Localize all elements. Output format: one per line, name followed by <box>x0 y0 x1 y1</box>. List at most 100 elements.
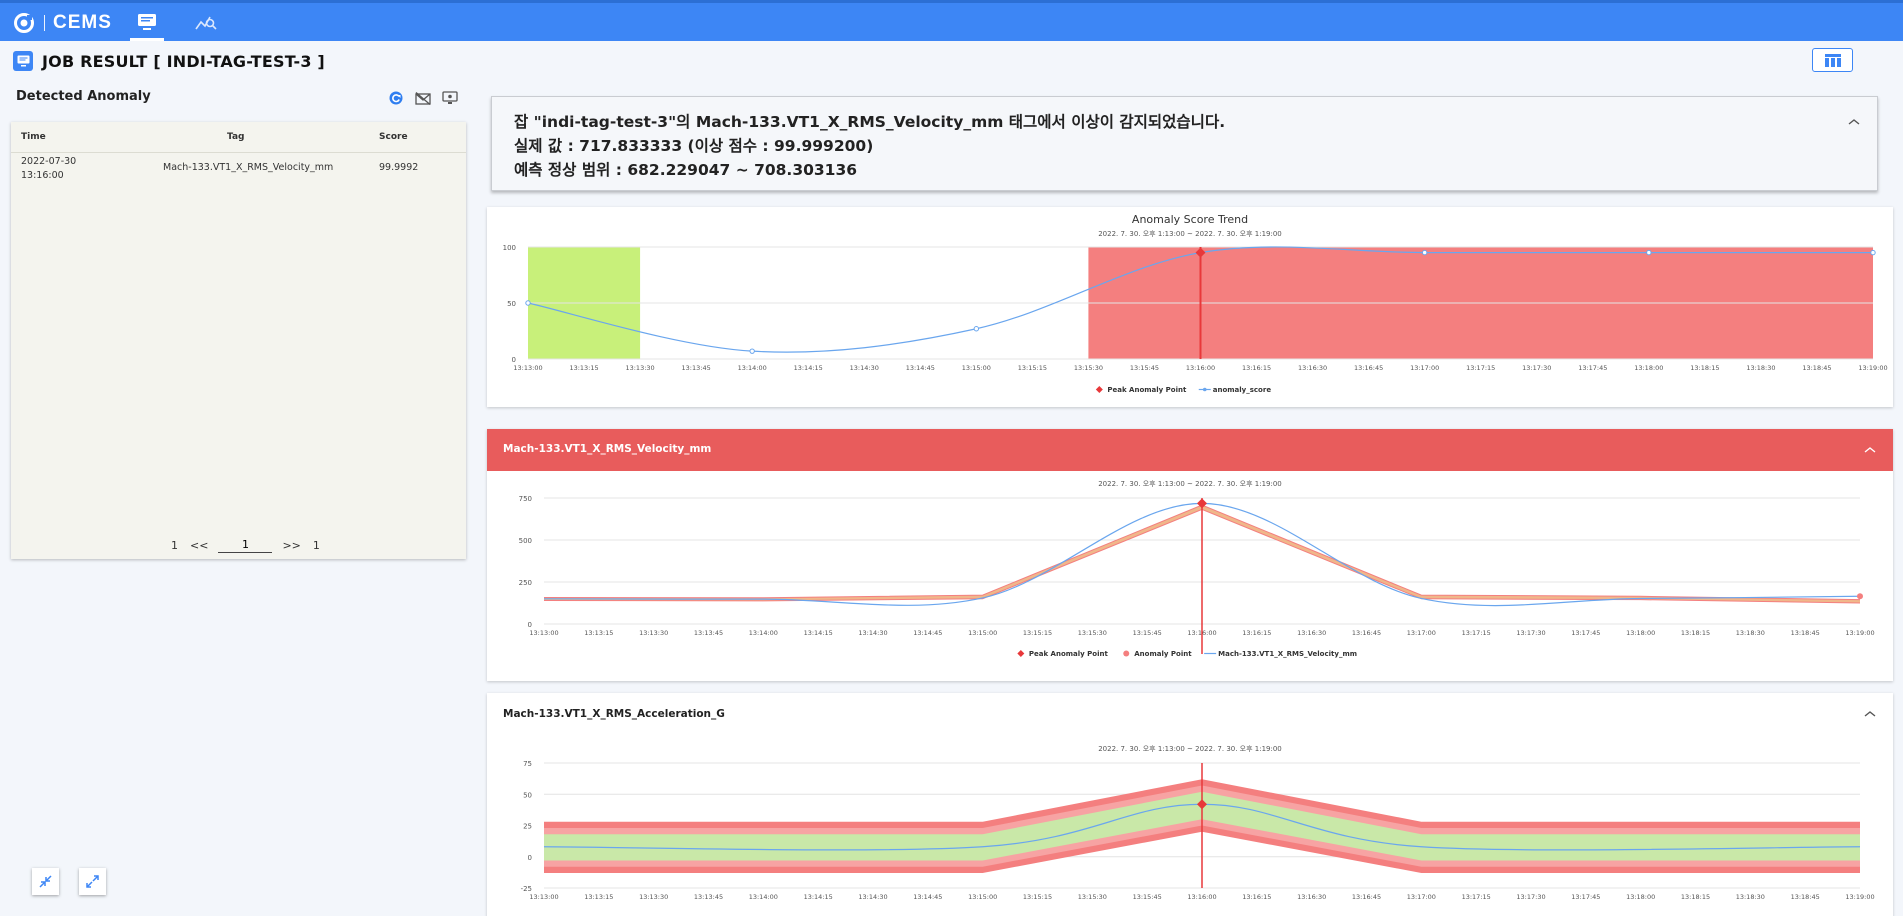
y-tick-label: -25 <box>521 885 532 893</box>
anomaly-point <box>1857 593 1863 600</box>
x-tick-label: 13:15:45 <box>1130 364 1159 372</box>
x-tick-label: 13:15:15 <box>1023 629 1052 637</box>
x-tick-label: 13:15:30 <box>1078 629 1107 637</box>
chevron-up-icon[interactable] <box>1863 709 1877 719</box>
x-tick-label: 13:18:15 <box>1681 893 1710 901</box>
app-logo[interactable]: CEMS <box>14 11 112 35</box>
score-chart-card: Anomaly Score Trend 2022. 7. 30. 오후 1:13:… <box>487 207 1893 407</box>
layout-toggle-button[interactable] <box>1812 48 1853 72</box>
expand-button[interactable] <box>79 868 106 895</box>
acceleration-chart-card: Mach-133.VT1_X_RMS_Acceleration_G 2022. … <box>487 693 1893 916</box>
column-header-time[interactable]: Time <box>21 132 46 142</box>
x-tick-label: 13:15:15 <box>1023 893 1052 901</box>
acceleration-chart-header[interactable]: Mach-133.VT1_X_RMS_Acceleration_G <box>487 693 1893 735</box>
legend-label: Mach-133.VT1_X_RMS_Velocity_mm <box>1218 650 1357 658</box>
x-tick-label: 13:13:45 <box>694 893 723 901</box>
left-toolbar <box>387 90 459 106</box>
legend-peak-marker <box>1095 386 1103 393</box>
x-tick-label: 13:13:30 <box>625 364 654 372</box>
y-tick-label: 50 <box>523 791 532 799</box>
nav-monitor[interactable] <box>130 3 164 41</box>
x-tick-label: 13:16:45 <box>1352 629 1381 637</box>
page-title: JOB RESULT [ INDI-TAG-TEST-3 ] <box>42 51 325 71</box>
y-tick-label: 50 <box>507 300 516 308</box>
x-tick-label: 13:17:45 <box>1571 893 1600 901</box>
pager-last[interactable]: 1 <box>312 538 320 552</box>
x-tick-label: 13:13:00 <box>513 364 542 372</box>
pager-first[interactable]: 1 <box>171 538 178 552</box>
y-tick-label: 75 <box>523 760 532 768</box>
pager-page-input[interactable] <box>218 537 273 553</box>
x-tick-label: 13:14:30 <box>858 893 887 901</box>
row-time-clock: 13:16:00 <box>21 170 64 181</box>
x-tick-label: 13:14:00 <box>749 893 778 901</box>
x-tick-label: 13:16:15 <box>1242 893 1271 901</box>
desktop-icon <box>442 91 458 104</box>
legend-label: Peak Anomaly Point <box>1107 386 1187 394</box>
x-tick-label: 13:19:00 <box>1858 364 1887 372</box>
x-tick-label: 13:14:00 <box>749 629 778 637</box>
x-tick-label: 13:18:45 <box>1791 893 1820 901</box>
alert-actual-value: 실제 값 : 717.833333 (이상 점수 : 99.999200) <box>514 137 874 155</box>
chevron-up-icon[interactable] <box>1847 117 1861 127</box>
x-tick-label: 13:15:15 <box>1018 364 1047 372</box>
legend-label: Peak Anomaly Point <box>1029 650 1109 658</box>
x-tick-label: 13:16:15 <box>1242 364 1271 372</box>
mail-off-button[interactable] <box>414 90 432 106</box>
x-tick-label: 13:18:00 <box>1626 893 1655 901</box>
x-tick-label: 13:15:00 <box>968 629 997 637</box>
column-header-score[interactable]: Score <box>379 132 408 142</box>
x-tick-label: 13:18:30 <box>1736 629 1765 637</box>
anomaly-alert: 잡 "indi-tag-test-3"의 Mach-133.VT1_X_RMS_… <box>491 96 1878 191</box>
velocity-chart-header[interactable]: Mach-133.VT1_X_RMS_Velocity_mm <box>487 429 1893 471</box>
x-tick-label: 13:18:15 <box>1690 364 1719 372</box>
y-tick-label: 100 <box>503 244 516 252</box>
refresh-button[interactable] <box>387 90 405 106</box>
row-tag: Mach-133.VT1_X_RMS_Velocity_mm <box>163 162 334 173</box>
x-tick-label: 13:18:30 <box>1736 893 1765 901</box>
peak-anomaly-point <box>1197 799 1207 810</box>
nav-analysis[interactable] <box>189 3 223 41</box>
x-tick-label: 13:17:45 <box>1578 364 1607 372</box>
normal-range-band <box>544 791 1860 861</box>
y-tick-label: 250 <box>519 579 532 587</box>
x-tick-label: 13:18:45 <box>1802 364 1831 372</box>
legend-label: Anomaly Point <box>1134 650 1192 658</box>
collapse-button[interactable] <box>32 868 59 895</box>
y-tick-label: 500 <box>519 537 532 545</box>
layout-icon <box>1824 53 1841 67</box>
x-tick-label: 13:16:45 <box>1352 893 1381 901</box>
desktop-button[interactable] <box>441 90 459 106</box>
top-bar: CEMS <box>0 0 1903 41</box>
pager-prev[interactable]: << <box>190 538 209 552</box>
x-tick-label: 13:13:15 <box>569 364 598 372</box>
x-tick-label: 13:16:30 <box>1297 629 1326 637</box>
chevron-up-icon[interactable] <box>1863 445 1877 455</box>
x-tick-label: 13:17:15 <box>1466 364 1495 372</box>
anomaly-score-chart: Anomaly Score Trend 2022. 7. 30. 오후 1:13:… <box>503 213 1888 394</box>
velocity-chart-title: Mach-133.VT1_X_RMS_Velocity_mm <box>503 443 712 455</box>
peak-anomaly-point <box>1197 498 1207 509</box>
acceleration-chart: 2022. 7. 30. 오후 1:13:00 ~ 2022. 7. 30. 오… <box>521 745 1875 901</box>
x-tick-label: 13:15:45 <box>1133 629 1162 637</box>
y-tick-label: 25 <box>523 823 532 831</box>
x-tick-label: 13:13:45 <box>694 629 723 637</box>
x-tick-label: 13:19:00 <box>1845 893 1874 901</box>
page-header: JOB RESULT [ INDI-TAG-TEST-3 ] <box>13 48 325 74</box>
pagination: 1 << >> 1 <box>171 537 320 553</box>
column-header-tag[interactable]: Tag <box>227 132 245 142</box>
x-tick-label: 13:13:15 <box>584 893 613 901</box>
pager-next[interactable]: >> <box>282 538 301 552</box>
velocity-chart-card: Mach-133.VT1_X_RMS_Velocity_mm 2022. 7. … <box>487 429 1893 681</box>
x-tick-label: 13:14:15 <box>804 629 833 637</box>
x-tick-label: 13:14:15 <box>794 364 823 372</box>
x-tick-label: 13:16:30 <box>1298 364 1327 372</box>
data-point <box>749 348 755 354</box>
legend-label: anomaly_score <box>1213 386 1272 394</box>
x-tick-label: 13:17:00 <box>1407 893 1436 901</box>
x-tick-label: 13:15:00 <box>962 364 991 372</box>
x-tick-label: 13:18:30 <box>1746 364 1775 372</box>
x-tick-label: 13:19:00 <box>1845 629 1874 637</box>
x-tick-label: 13:16:00 <box>1186 364 1215 372</box>
y-tick-label: 0 <box>528 854 532 862</box>
